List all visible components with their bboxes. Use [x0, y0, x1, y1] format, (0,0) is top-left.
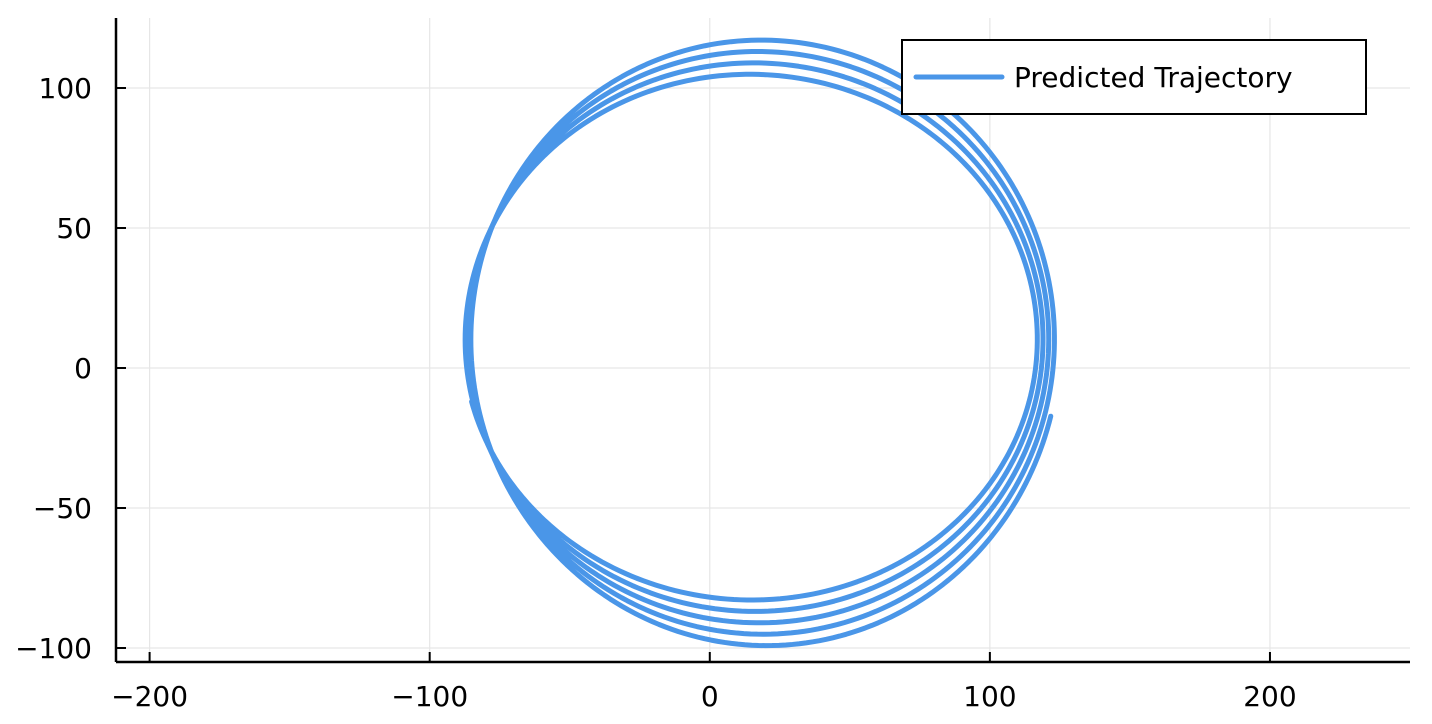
y-tick-label: −50 — [33, 492, 92, 525]
y-tick-label: 0 — [74, 352, 92, 385]
y-tick-label: 50 — [56, 212, 92, 245]
x-ticks: −200 −100 0 100 200 — [111, 652, 1297, 713]
x-tick-label: 200 — [1243, 680, 1296, 713]
axes — [114, 18, 1410, 664]
x-tick-label: −200 — [111, 680, 188, 713]
trajectory-line — [462, 37, 1057, 649]
x-tick-label: −100 — [391, 680, 468, 713]
y-tick-label: −100 — [15, 632, 92, 665]
series-line — [462, 37, 1057, 649]
legend: Predicted Trajectory — [901, 39, 1367, 115]
x-tick-label: 100 — [963, 680, 1016, 713]
x-tick-label: 0 — [701, 680, 719, 713]
y-ticks: −100 −50 0 50 100 — [15, 72, 126, 665]
y-tick-label: 100 — [39, 72, 92, 105]
legend-label: Predicted Trajectory — [1014, 61, 1293, 94]
